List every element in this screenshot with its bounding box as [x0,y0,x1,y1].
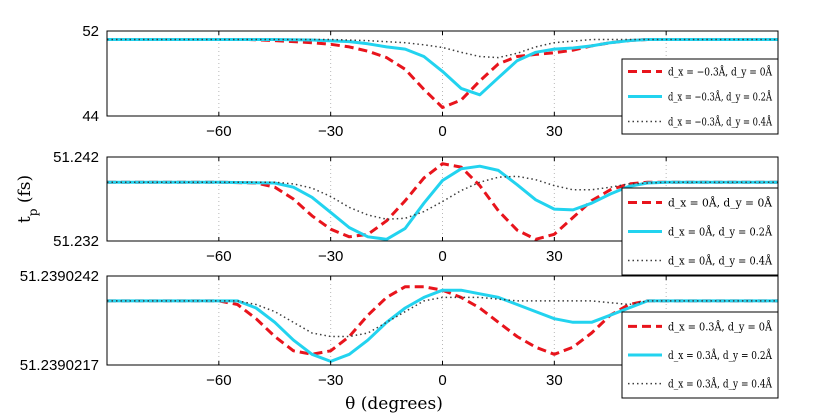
legend: d_x = 0Å, d_y = 0Å d_x = 0Å, d_y = 0.2Å d_… [621,187,779,276]
legend-label: d_x = −0.3Å, d_y = 0.4Å [668,115,773,129]
legend: d_x = −0.3Å, d_y = 0Å d_x = −0.3Å, d_y = … [621,58,779,135]
x-tick-label: 30 [546,248,563,265]
subplot-3: −60 −30 0 30 51.2390242 51.2390217 d_x = 0.3Å,… [20,268,779,399]
y-tick-label-top: 51.242 [53,149,99,166]
y-tick-label-bottom: 44 [82,108,99,125]
x-tick-label: −60 [206,123,231,140]
series-line-3 [107,38,778,59]
series-line-3 [107,175,778,220]
x-tick-label: 30 [546,123,563,140]
legend-label: d_x = 0.3Å, d_y = 0.2Å [668,348,773,362]
legend-label: d_x = 0Å, d_y = 0.2Å [668,225,773,239]
y-tick-label-bottom: 51.232 [53,233,99,250]
series-line-2 [107,164,778,241]
series-line-3 [107,296,778,338]
x-tick-label: 0 [438,248,446,265]
x-tick-label: −30 [318,248,343,265]
x-axis-label: θ (degrees) [345,394,443,414]
y-tick-label-top: 51.2390242 [20,268,99,285]
x-tick-label: 0 [438,372,446,389]
x-tick-label: −60 [206,248,231,265]
y-axis-label: tp (fs) [15,175,40,223]
y-tick-label-bottom: 51.2390217 [20,357,99,374]
legend: d_x = 0.3Å, d_y = 0Å d_x = 0.3Å, d_y = 0.… [621,311,779,399]
series-line-2 [107,288,778,363]
legend-label: d_x = −0.3Å, d_y = 0Å [668,65,773,79]
legend-label: d_x = 0.3Å, d_y = 0.4Å [668,377,773,391]
x-tick-label: 0 [438,123,446,140]
x-tick-label: −60 [206,372,231,389]
legend-label: d_x = 0.3Å, d_y = 0Å [668,319,773,333]
series-line-1 [107,162,778,241]
legend-label: d_x = −0.3Å, d_y = 0.2Å [668,90,773,104]
x-tick-label: 30 [546,372,563,389]
x-tick-label: −30 [318,372,343,389]
y-tick-label-top: 52 [82,23,99,40]
legend-label: d_x = 0Å, d_y = 0Å [668,196,773,210]
legend-label: d_x = 0Å, d_y = 0.4Å [668,254,773,268]
x-tick-label: −30 [318,123,343,140]
